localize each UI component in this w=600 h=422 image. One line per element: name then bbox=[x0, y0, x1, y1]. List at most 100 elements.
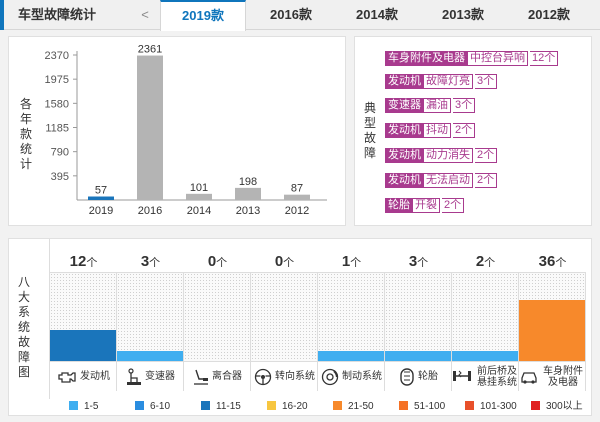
fault-count: 12个 bbox=[530, 51, 559, 66]
system-column[interactable]: 3个轮胎 bbox=[385, 251, 452, 391]
fault-system: 发动机 bbox=[385, 123, 424, 138]
fault-item[interactable]: 发动机 动力消失 2个 bbox=[385, 148, 498, 163]
legend-label: 21-50 bbox=[348, 401, 374, 412]
count-unit: 个 bbox=[555, 257, 567, 269]
year-bar-chart: 395 790 1185 1580 1975 2370 57 2019 2361 2016 101 2… bbox=[45, 44, 327, 217]
system-label: 前后桥及悬挂系统 bbox=[452, 361, 519, 391]
fault-count: 2个 bbox=[442, 198, 465, 213]
system-name: 离合器 bbox=[212, 371, 242, 382]
systems-grid: 12个 发动机 3个 变速器 0个 离合器 0个 转向系统 1个 制动系统 3个 轮胎 2个 前后桥及悬挂… bbox=[49, 239, 587, 399]
system-count: 36个 bbox=[519, 251, 586, 273]
label-char: 图 bbox=[17, 365, 30, 379]
fault-item[interactable]: 轮胎 开裂 2个 bbox=[385, 198, 465, 213]
prev-arrow-icon[interactable]: < bbox=[141, 7, 149, 22]
legend-swatch bbox=[333, 401, 342, 410]
fault-count: 2个 bbox=[475, 148, 498, 163]
x-tick-label: 2016 bbox=[138, 205, 162, 217]
label-char: 大 bbox=[17, 290, 30, 304]
fault-item[interactable]: 发动机 无法启动 2个 bbox=[385, 173, 498, 188]
system-label: 轮胎 bbox=[385, 361, 452, 391]
system-count: 3个 bbox=[117, 251, 184, 273]
typical-faults-panel: 典 型 故 障 车身附件及电器 中控台异响 12个 发动机 故障灯亮 3个 变速器 漏油 3… bbox=[354, 36, 592, 226]
count-unit: 个 bbox=[484, 257, 496, 269]
x-tick-label: 2014 bbox=[187, 205, 211, 217]
system-column[interactable]: 0个 转向系统 bbox=[251, 251, 318, 391]
tab-2019[interactable]: 2019款 bbox=[160, 0, 246, 31]
page-title: 车型故障统计 bbox=[0, 0, 96, 30]
tab-2013[interactable]: 2013款 bbox=[442, 7, 484, 22]
legend-item: 300以上 bbox=[531, 401, 583, 413]
count-number: 1 bbox=[341, 253, 351, 270]
eight-systems-panel: 八 大 系 统 故 障 图 12个 发动机 3个 变速器 0个 离合器 0个 转向系统 1个 制动… bbox=[8, 238, 592, 416]
fault-system: 变速器 bbox=[385, 98, 424, 113]
label-char: 八 bbox=[17, 275, 30, 289]
suspension-icon bbox=[452, 369, 475, 385]
fault-desc: 故障灯亮 bbox=[424, 74, 473, 89]
y-tick-label: 2370 bbox=[45, 50, 69, 62]
bar-value-label: 2361 bbox=[138, 44, 162, 56]
car-body-icon bbox=[520, 369, 541, 385]
legend-item: 6-10 bbox=[135, 401, 170, 413]
system-label: 制动系统 bbox=[318, 361, 385, 391]
x-tick-label: 2013 bbox=[236, 205, 260, 217]
system-column[interactable]: 2个前后桥及悬挂系统 bbox=[452, 251, 519, 391]
fault-desc: 中控台异响 bbox=[468, 51, 528, 66]
label-char: 典 bbox=[363, 101, 376, 115]
legend-swatch bbox=[69, 401, 78, 410]
fault-item[interactable]: 发动机 抖动 2个 bbox=[385, 123, 476, 138]
steering-wheel-icon bbox=[254, 368, 275, 386]
brake-disc-icon bbox=[321, 368, 342, 386]
fault-desc: 漏油 bbox=[424, 98, 451, 113]
fault-level-bar bbox=[452, 351, 518, 361]
bar-2012 bbox=[284, 194, 310, 200]
fault-desc: 抖动 bbox=[424, 123, 451, 138]
count-number: 2 bbox=[475, 253, 485, 270]
tab-2016[interactable]: 2016款 bbox=[270, 7, 312, 22]
system-column[interactable]: 0个 离合器 bbox=[184, 251, 251, 391]
bar-value-label: 101 bbox=[190, 182, 208, 194]
label-char: 障 bbox=[17, 350, 30, 364]
count-number: 12 bbox=[69, 253, 87, 270]
fault-item[interactable]: 发动机 故障灯亮 3个 bbox=[385, 74, 498, 89]
gear-shift-icon bbox=[126, 367, 145, 386]
fault-system: 发动机 bbox=[385, 148, 424, 163]
legend-label: 1-5 bbox=[84, 401, 99, 412]
system-column[interactable]: 1个 制动系统 bbox=[318, 251, 385, 391]
label-char: 障 bbox=[363, 146, 376, 160]
legend-label: 11-15 bbox=[216, 401, 241, 412]
fault-count: 3个 bbox=[453, 98, 476, 113]
year-stats-panel: 各 年 款 统 计 395 790 1185 1580 1975 2370 57 2019 23… bbox=[8, 36, 346, 226]
system-column[interactable]: 12个 发动机 bbox=[50, 251, 117, 391]
y-tick-label: 790 bbox=[51, 147, 69, 159]
tab-2014[interactable]: 2014款 bbox=[356, 7, 398, 22]
label-char: 各 bbox=[19, 97, 32, 111]
system-name: 前后桥及悬挂系统 bbox=[477, 365, 517, 388]
fault-system: 轮胎 bbox=[385, 198, 413, 213]
system-label: 转向系统 bbox=[251, 361, 318, 391]
fault-level-area bbox=[385, 273, 451, 361]
legend-label: 300以上 bbox=[546, 401, 583, 412]
legend: 1-5 6-10 11-15 16-20 21-50 51-100 101-300 300以上 bbox=[69, 401, 589, 415]
count-number: 0 bbox=[207, 253, 217, 270]
fault-level-bar bbox=[50, 330, 116, 361]
count-number: 36 bbox=[538, 253, 556, 270]
y-tick-label: 1975 bbox=[45, 74, 69, 86]
tab-2012[interactable]: 2012款 bbox=[528, 7, 570, 22]
bar-value-label: 87 bbox=[291, 183, 303, 195]
legend-item: 51-100 bbox=[399, 401, 445, 413]
fault-level-area bbox=[318, 273, 384, 361]
legend-swatch bbox=[399, 401, 408, 410]
system-name: 轮胎 bbox=[418, 371, 438, 382]
fault-item[interactable]: 车身附件及电器 中控台异响 12个 bbox=[385, 51, 559, 66]
legend-swatch bbox=[531, 401, 540, 410]
fault-item[interactable]: 变速器 漏油 3个 bbox=[385, 98, 476, 113]
count-unit: 个 bbox=[417, 257, 429, 269]
legend-label: 51-100 bbox=[414, 401, 446, 412]
x-tick-label: 2019 bbox=[89, 205, 113, 217]
system-count: 3个 bbox=[385, 251, 452, 273]
system-column[interactable]: 3个 变速器 bbox=[117, 251, 184, 391]
system-column[interactable]: 36个 车身附件及电器 bbox=[519, 251, 586, 391]
fault-level-area bbox=[50, 273, 116, 361]
count-number: 3 bbox=[408, 253, 418, 270]
fault-count: 2个 bbox=[475, 173, 498, 188]
